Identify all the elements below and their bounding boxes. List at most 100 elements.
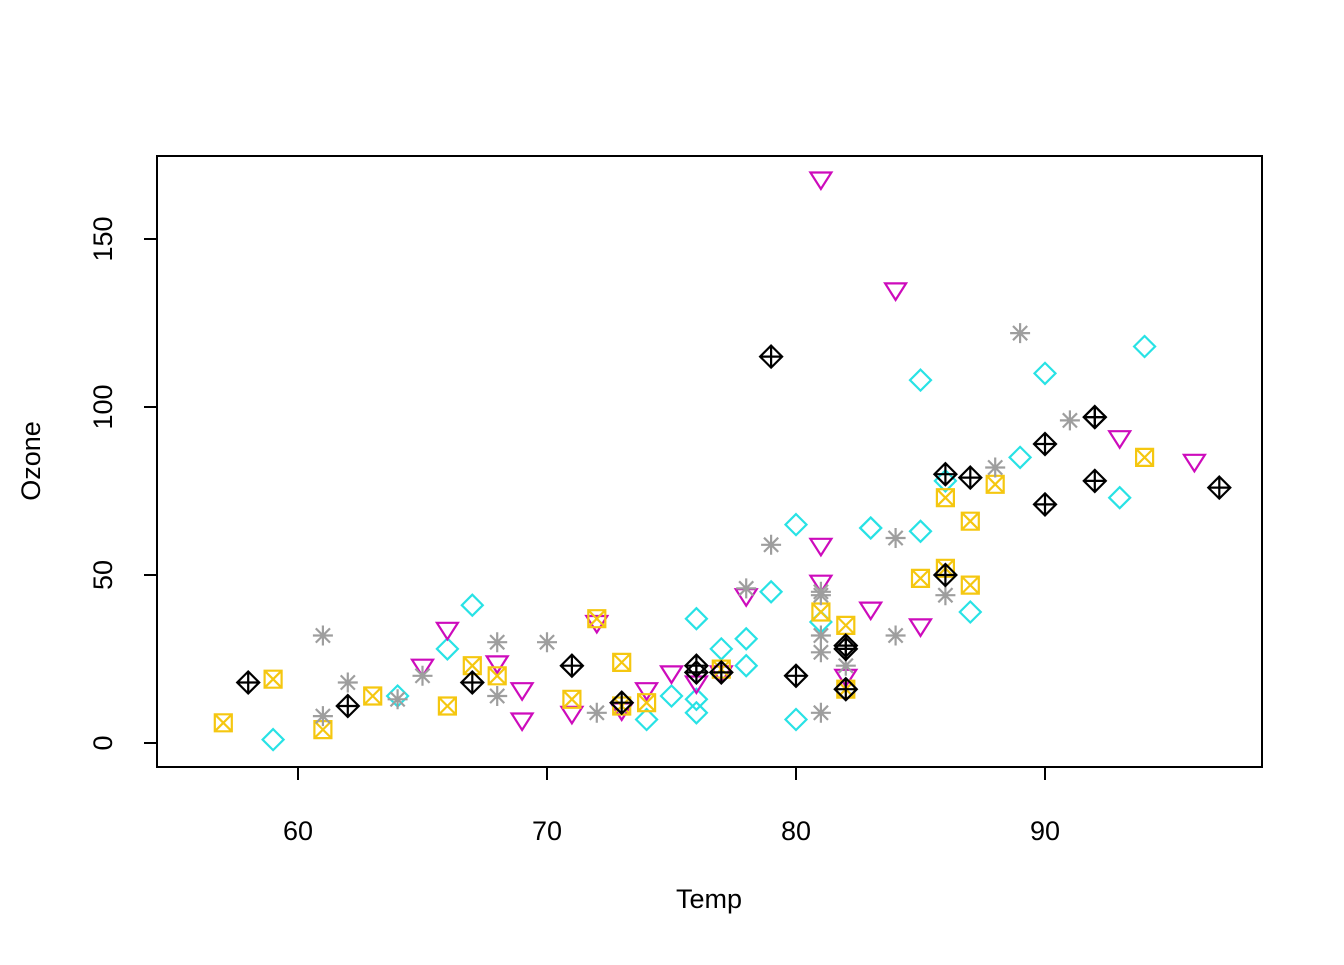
- data-point-diamond-plus: [957, 465, 983, 491]
- data-point-asterisk: [810, 702, 831, 723]
- data-point-asterisk: [761, 534, 782, 555]
- data-point-triangle-down: [559, 705, 585, 726]
- data-point-triangle-down: [907, 618, 934, 638]
- data-point-open-diamond: [684, 687, 709, 712]
- data-point-square-x: [213, 713, 233, 733]
- points-layer: [213, 171, 1232, 752]
- data-point-square-x: [612, 652, 632, 673]
- data-point-square-x: [263, 669, 283, 689]
- data-point-open-diamond: [435, 636, 460, 661]
- data-point-open-diamond: [1008, 445, 1033, 470]
- data-point-square-x: [960, 575, 980, 595]
- data-point-triangle-down: [1181, 453, 1207, 474]
- data-point-open-diamond: [1132, 334, 1157, 359]
- data-point-open-diamond: [1032, 361, 1058, 386]
- data-point-triangle-down: [634, 682, 660, 702]
- data-point-open-diamond: [684, 700, 709, 725]
- data-point-asterisk: [885, 625, 906, 646]
- data-point-diamond-plus: [708, 659, 734, 685]
- data-point-diamond-plus: [683, 659, 709, 685]
- data-point-open-diamond: [1107, 485, 1132, 510]
- data-point-asterisk: [586, 702, 607, 723]
- data-point-open-diamond: [261, 727, 286, 752]
- data-point-square-x: [562, 689, 582, 709]
- data-point-diamond-plus: [459, 669, 485, 696]
- data-point-diamond-plus: [1032, 431, 1058, 457]
- data-point-diamond-plus: [609, 690, 635, 716]
- x-tick-label: 60: [283, 816, 313, 846]
- data-point-asterisk: [1059, 410, 1080, 431]
- data-point-open-diamond: [908, 519, 933, 544]
- data-point-square-x: [462, 656, 482, 676]
- data-point-square-x: [487, 666, 507, 686]
- data-point-square-x: [587, 609, 607, 629]
- x-axis-title: Temp: [676, 884, 742, 914]
- data-point-open-diamond: [958, 599, 983, 625]
- data-point-triangle-down: [484, 655, 510, 675]
- data-point-square-x: [636, 693, 657, 713]
- data-point-asterisk: [835, 655, 856, 676]
- data-point-diamond-plus: [833, 636, 859, 662]
- data-point-diamond-plus: [335, 693, 361, 719]
- data-point-open-diamond: [858, 515, 883, 541]
- data-point-asterisk: [487, 632, 508, 653]
- x-tick-label: 70: [532, 816, 562, 846]
- data-point-triangle-down: [409, 658, 436, 679]
- data-point-asterisk: [312, 625, 333, 646]
- data-point-asterisk: [337, 672, 358, 693]
- data-point-square-x: [811, 602, 831, 622]
- data-point-open-diamond: [908, 368, 933, 393]
- data-point-asterisk: [537, 632, 557, 653]
- data-point-square-x: [985, 474, 1005, 494]
- data-point-triangle-down: [883, 282, 909, 302]
- data-point-square-x: [935, 488, 956, 508]
- data-point-triangle-down: [509, 712, 535, 733]
- series-group-black-diamond-plus: [235, 344, 1232, 719]
- data-point-asterisk: [1010, 323, 1031, 344]
- data-point-diamond-plus: [1082, 404, 1108, 430]
- y-axis-title: Ozone: [16, 421, 46, 501]
- data-point-square-x: [910, 568, 931, 589]
- series-group-orange-square-x: [213, 447, 1155, 740]
- data-point-open-diamond: [634, 707, 659, 732]
- data-point-triangle-down: [858, 601, 884, 622]
- data-point-square-x: [363, 686, 383, 706]
- data-point-diamond-plus: [783, 663, 809, 689]
- series-group-magenta-triangle: [409, 171, 1207, 733]
- y-tick-label: 100: [88, 384, 118, 429]
- data-point-triangle-down: [658, 665, 685, 685]
- data-point-asterisk: [312, 706, 333, 727]
- data-point-open-diamond: [783, 707, 809, 732]
- data-point-square-x: [437, 696, 457, 716]
- data-point-diamond-plus: [1206, 475, 1232, 501]
- data-point-diamond-plus: [833, 676, 859, 702]
- data-point-triangle-down: [434, 621, 460, 642]
- y-tick-label: 0: [88, 735, 118, 750]
- y-tick-label: 50: [88, 560, 118, 590]
- data-point-square-x: [1134, 447, 1155, 467]
- data-point-asterisk: [387, 689, 408, 710]
- data-point-asterisk: [985, 457, 1006, 478]
- data-point-square-x: [836, 615, 856, 636]
- data-point-diamond-plus: [1032, 491, 1058, 517]
- series-group-gray-asterisk: [312, 323, 1080, 727]
- data-point-open-diamond: [684, 606, 709, 631]
- data-point-open-diamond: [659, 683, 684, 709]
- data-point-asterisk: [412, 665, 433, 686]
- data-point-diamond-plus: [559, 653, 585, 679]
- data-point-asterisk: [810, 642, 831, 663]
- data-point-diamond-plus: [758, 344, 784, 370]
- data-point-open-diamond: [709, 636, 734, 661]
- data-point-diamond-plus: [932, 461, 958, 487]
- data-point-triangle-down: [1107, 430, 1133, 450]
- data-point-open-diamond: [783, 512, 809, 537]
- data-point-asterisk: [487, 686, 508, 706]
- y-tick-label: 150: [88, 216, 118, 261]
- x-tick-label: 90: [1030, 816, 1060, 846]
- series-group-cyan-diamond: [261, 334, 1157, 752]
- data-point-diamond-plus: [235, 669, 261, 696]
- data-point-square-x: [313, 719, 333, 740]
- data-point-triangle-down: [509, 682, 535, 702]
